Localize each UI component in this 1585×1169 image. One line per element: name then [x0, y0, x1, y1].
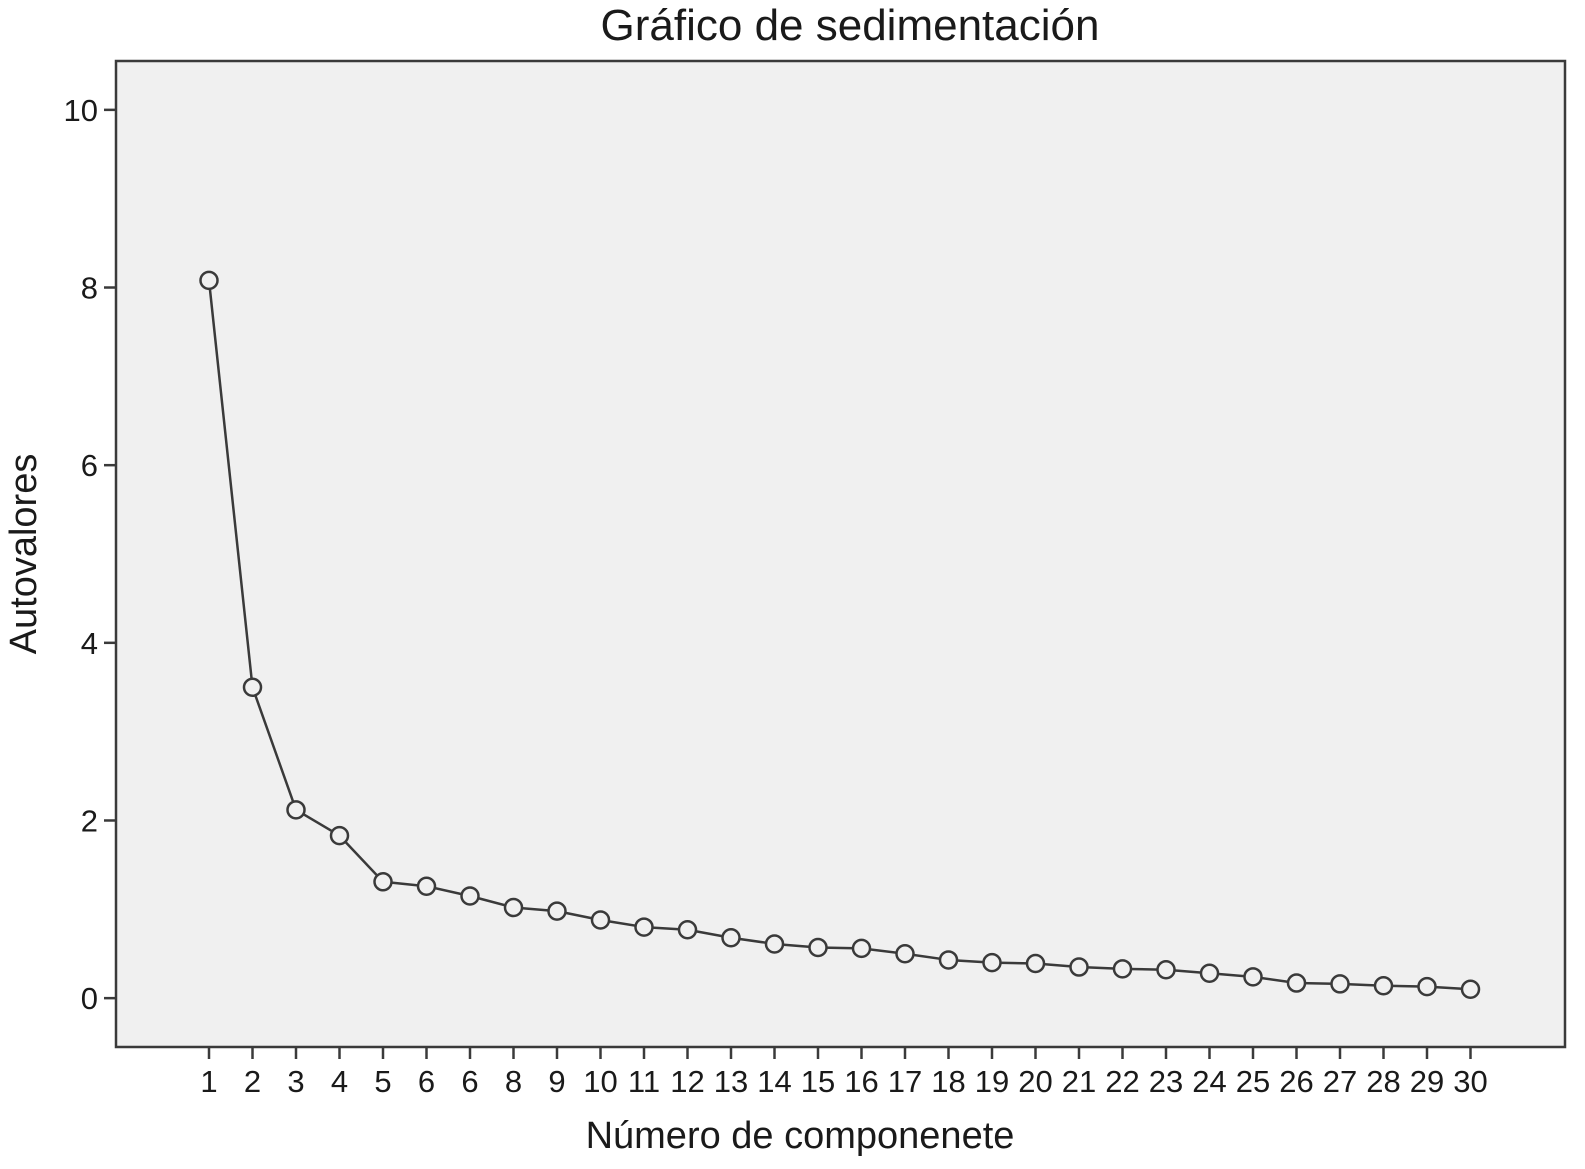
x-tick-label: 28 [1366, 1064, 1400, 1099]
data-point [590, 910, 611, 930]
data-point [286, 800, 306, 820]
data-point [808, 937, 828, 958]
x-tick-label: 8 [505, 1064, 522, 1099]
data-point [634, 917, 654, 937]
data-point [1243, 967, 1263, 987]
x-tick-label: 11 [628, 1064, 660, 1099]
x-tick-label: 13 [714, 1064, 748, 1099]
y-tick-label: 0 [81, 981, 98, 1016]
data-point [460, 886, 480, 906]
x-tick-label: 12 [670, 1064, 704, 1099]
x-tick-label: 6 [461, 1064, 478, 1099]
x-tick-label: 3 [287, 1064, 304, 1099]
x-axis-ticks: 1 2 3 4 5 6 6 8 9 10 11 12 13 14 15 16 17 18 19 20 21 22 23 24 2… [200, 1047, 1488, 1099]
data-point [1373, 975, 1394, 996]
data-point [895, 943, 915, 964]
x-tick-label: 10 [583, 1064, 617, 1099]
series-layer [199, 270, 1481, 1000]
x-tick-label: 4 [331, 1064, 348, 1099]
data-point [1112, 959, 1133, 979]
data-point [938, 950, 959, 970]
x-tick-label: 9 [548, 1064, 565, 1099]
data-point [1460, 979, 1481, 1000]
plot-area [114, 59, 1567, 1049]
x-tick-label: 5 [374, 1064, 391, 1099]
x-tick-label: 22 [1105, 1064, 1139, 1099]
x-tick-label: 30 [1453, 1064, 1487, 1099]
x-tick-label: 2 [244, 1064, 261, 1099]
x-tick-label: 16 [844, 1064, 878, 1099]
data-point [1417, 976, 1437, 997]
y-tick-label: 2 [81, 803, 98, 838]
x-tick-label: 25 [1236, 1064, 1270, 1099]
x-tick-label: 14 [757, 1064, 791, 1099]
data-point [982, 952, 1002, 973]
data-point [242, 677, 263, 697]
data-point [1199, 963, 1220, 984]
x-tick-label: 6 [418, 1064, 435, 1099]
data-point [677, 919, 698, 940]
data-point [1156, 959, 1176, 980]
y-axis-label: Autovalores [3, 454, 45, 655]
y-tick-label: 4 [81, 626, 98, 661]
data-point [851, 938, 872, 959]
x-tick-label: 19 [975, 1064, 1009, 1099]
chart-title: Gráfico de sedimentación [601, 1, 1100, 50]
x-axis-label: Número de componenete [586, 1115, 1015, 1157]
x-tick-label: 26 [1279, 1064, 1313, 1099]
y-axis-ticks: 0 2 4 6 8 10 [64, 93, 116, 1016]
y-tick-label: 8 [81, 271, 98, 306]
x-tick-label: 24 [1192, 1064, 1226, 1099]
data-point [721, 927, 741, 948]
x-tick-label: 18 [931, 1064, 965, 1099]
data-point [503, 897, 524, 918]
data-point [1286, 973, 1307, 993]
data-point [416, 876, 437, 896]
y-tick-label: 10 [64, 93, 98, 128]
x-tick-label: 20 [1018, 1064, 1052, 1099]
data-point [1069, 957, 1089, 977]
x-tick-label: 23 [1149, 1064, 1183, 1099]
y-tick-label: 6 [81, 448, 98, 483]
x-tick-label: 1 [200, 1064, 217, 1099]
x-tick-label: 21 [1062, 1064, 1096, 1099]
data-point [764, 934, 785, 954]
x-tick-label: 27 [1323, 1064, 1357, 1099]
data-point [547, 901, 567, 921]
data-point [1330, 974, 1350, 994]
x-tick-label: 17 [888, 1064, 922, 1099]
data-point [1025, 953, 1046, 974]
data-point [199, 270, 219, 291]
data-point [373, 872, 393, 892]
data-point [329, 825, 350, 846]
x-tick-label: 15 [801, 1064, 835, 1099]
x-tick-label: 29 [1410, 1064, 1444, 1099]
